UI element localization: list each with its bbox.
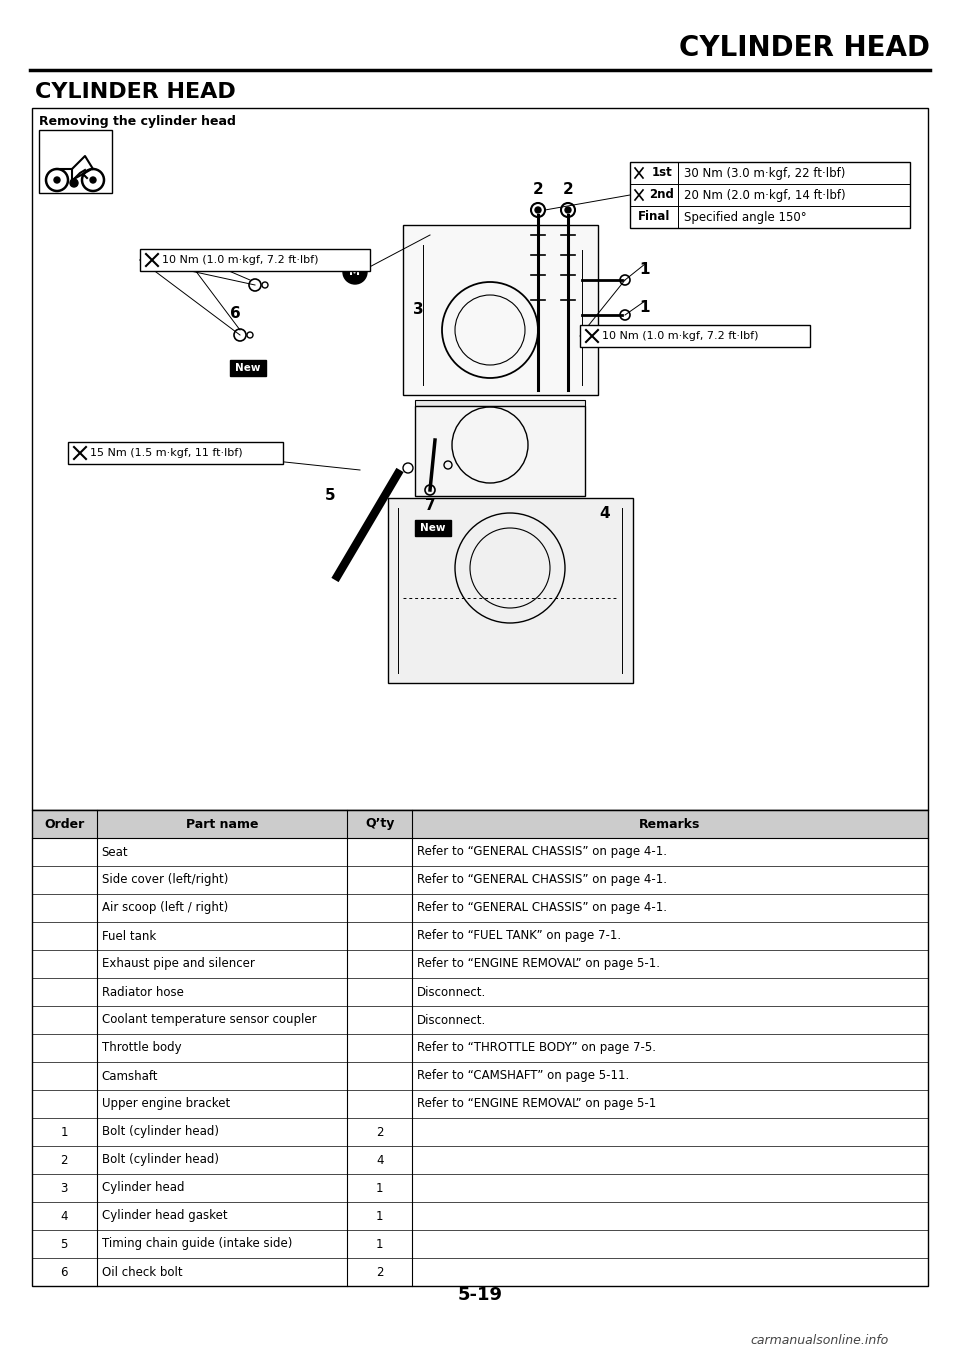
- Text: carmanualsonline.info: carmanualsonline.info: [751, 1334, 889, 1347]
- Circle shape: [565, 206, 571, 213]
- Text: Refer to “THROTTLE BODY” on page 7-5.: Refer to “THROTTLE BODY” on page 7-5.: [417, 1042, 656, 1055]
- Bar: [403, 225, 598, 395]
- Bar: [32, 109, 928, 809]
- Text: 20 Nm (2.0 m·kgf, 14 ft·lbf): 20 Nm (2.0 m·kgf, 14 ft·lbf): [684, 189, 846, 201]
- Text: 2: 2: [563, 182, 573, 197]
- Text: Oil check bolt: Oil check bolt: [102, 1266, 182, 1278]
- Text: Refer to “GENERAL CHASSIS” on page 4-1.: Refer to “GENERAL CHASSIS” on page 4-1.: [417, 902, 667, 914]
- Text: 6: 6: [229, 306, 240, 320]
- Circle shape: [70, 179, 78, 187]
- Text: Final: Final: [637, 210, 670, 224]
- Text: Fuel tank: Fuel tank: [102, 929, 156, 942]
- Text: New: New: [420, 523, 445, 532]
- Text: Refer to “GENERAL CHASSIS” on page 4-1.: Refer to “GENERAL CHASSIS” on page 4-1.: [417, 873, 667, 887]
- Text: Refer to “FUEL TANK” on page 7-1.: Refer to “FUEL TANK” on page 7-1.: [417, 929, 621, 942]
- Text: 1: 1: [60, 1126, 68, 1138]
- Text: 3: 3: [60, 1181, 68, 1195]
- Text: 5-19: 5-19: [458, 1286, 502, 1304]
- Text: Disconnect.: Disconnect.: [417, 986, 486, 998]
- Bar: [140, 249, 370, 272]
- Text: 1: 1: [376, 1210, 383, 1222]
- Text: Timing chain guide (intake side): Timing chain guide (intake side): [102, 1237, 292, 1251]
- Text: M: M: [349, 268, 361, 277]
- Text: 5: 5: [324, 488, 335, 502]
- Text: Throttle body: Throttle body: [102, 1042, 181, 1055]
- Bar: [68, 441, 283, 464]
- Text: 2: 2: [376, 1126, 383, 1138]
- Text: 10 Nm (1.0 m·kgf, 7.2 ft·lbf): 10 Nm (1.0 m·kgf, 7.2 ft·lbf): [162, 255, 319, 265]
- Text: Part name: Part name: [185, 818, 258, 831]
- Text: Refer to “CAMSHAFT” on page 5-11.: Refer to “CAMSHAFT” on page 5-11.: [417, 1070, 629, 1082]
- Text: New: New: [235, 363, 261, 373]
- Text: 15 Nm (1.5 m·kgf, 11 ft·lbf): 15 Nm (1.5 m·kgf, 11 ft·lbf): [90, 448, 243, 458]
- Text: 3: 3: [413, 303, 423, 318]
- Text: 6: 6: [60, 1266, 68, 1278]
- Text: 1: 1: [376, 1181, 383, 1195]
- Bar: [32, 809, 928, 838]
- Text: 2: 2: [533, 182, 543, 197]
- Text: 2: 2: [376, 1266, 383, 1278]
- Text: Order: Order: [44, 818, 84, 831]
- Text: CYLINDER HEAD: CYLINDER HEAD: [35, 81, 236, 102]
- Bar: [39, 130, 112, 193]
- Bar: [230, 360, 266, 376]
- Text: Remarks: Remarks: [639, 818, 701, 831]
- Bar: [630, 162, 910, 228]
- Bar: [415, 520, 451, 536]
- Text: 5: 5: [60, 1237, 68, 1251]
- Bar: [32, 809, 928, 1286]
- Circle shape: [90, 177, 96, 183]
- Text: Upper engine bracket: Upper engine bracket: [102, 1097, 229, 1111]
- Text: Cylinder head gasket: Cylinder head gasket: [102, 1210, 228, 1222]
- Bar: [388, 498, 633, 683]
- Bar: [415, 401, 585, 406]
- Text: Radiator hose: Radiator hose: [102, 986, 183, 998]
- Text: Disconnect.: Disconnect.: [417, 1013, 486, 1027]
- Text: 1: 1: [639, 300, 650, 315]
- Text: Air scoop (left / right): Air scoop (left / right): [102, 902, 228, 914]
- Text: Specified angle 150°: Specified angle 150°: [684, 210, 806, 224]
- Text: Bolt (cylinder head): Bolt (cylinder head): [102, 1126, 219, 1138]
- Text: 2nd: 2nd: [650, 189, 675, 201]
- Text: Seat: Seat: [102, 846, 128, 858]
- Text: CYLINDER HEAD: CYLINDER HEAD: [679, 34, 930, 62]
- Text: Side cover (left/right): Side cover (left/right): [102, 873, 228, 887]
- Circle shape: [535, 206, 541, 213]
- Text: Removing the cylinder head: Removing the cylinder head: [39, 114, 236, 128]
- Text: Q’ty: Q’ty: [365, 818, 395, 831]
- Text: Refer to “ENGINE REMOVAL” on page 5-1: Refer to “ENGINE REMOVAL” on page 5-1: [417, 1097, 656, 1111]
- Text: Camshaft: Camshaft: [102, 1070, 158, 1082]
- Text: 1: 1: [376, 1237, 383, 1251]
- Bar: [415, 406, 585, 496]
- Text: 4: 4: [60, 1210, 68, 1222]
- Text: 30 Nm (3.0 m·kgf, 22 ft·lbf): 30 Nm (3.0 m·kgf, 22 ft·lbf): [684, 167, 846, 179]
- Text: Refer to “ENGINE REMOVAL” on page 5-1.: Refer to “ENGINE REMOVAL” on page 5-1.: [417, 957, 660, 971]
- Text: Coolant temperature sensor coupler: Coolant temperature sensor coupler: [102, 1013, 316, 1027]
- Text: 10 Nm (1.0 m·kgf, 7.2 ft·lbf): 10 Nm (1.0 m·kgf, 7.2 ft·lbf): [602, 331, 758, 341]
- Text: Refer to “GENERAL CHASSIS” on page 4-1.: Refer to “GENERAL CHASSIS” on page 4-1.: [417, 846, 667, 858]
- Text: 4: 4: [376, 1153, 383, 1167]
- Text: 1: 1: [639, 262, 650, 277]
- Text: 6: 6: [245, 257, 255, 272]
- Circle shape: [343, 259, 367, 284]
- Text: Bolt (cylinder head): Bolt (cylinder head): [102, 1153, 219, 1167]
- Text: 4: 4: [600, 505, 611, 520]
- Text: Cylinder head: Cylinder head: [102, 1181, 184, 1195]
- Text: 7: 7: [424, 498, 435, 513]
- Text: Exhaust pipe and silencer: Exhaust pipe and silencer: [102, 957, 254, 971]
- Bar: [580, 325, 810, 348]
- Text: 2: 2: [60, 1153, 68, 1167]
- Text: 1st: 1st: [652, 167, 672, 179]
- Circle shape: [54, 177, 60, 183]
